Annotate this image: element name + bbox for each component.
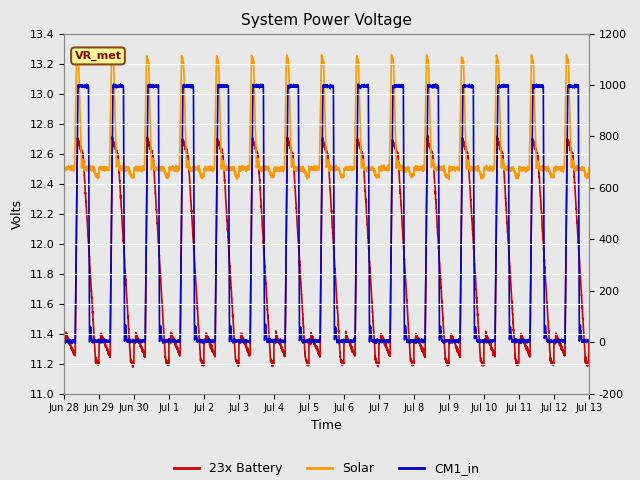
Y-axis label: Volts: Volts [11,199,24,228]
X-axis label: Time: Time [311,419,342,432]
Legend: 23x Battery, Solar, CM1_in: 23x Battery, Solar, CM1_in [169,457,484,480]
Solar [534,159,542,165]
CM1_in [117,81,125,87]
Line: Solar: Solar [64,53,589,180]
CM1_in [557,337,565,343]
CM1_in [123,338,131,344]
CM1_in [561,340,569,346]
23x Battery [261,269,269,275]
Line: CM1_in: CM1_in [64,84,589,343]
Solar [388,55,396,61]
23x Battery [534,156,542,161]
23x Battery [424,133,431,139]
23x Battery [60,336,68,342]
CM1_in [388,118,396,123]
Solar [537,165,545,171]
CM1_in [60,337,68,343]
23x Battery [123,295,131,301]
Solar [261,164,269,169]
Solar [557,166,565,172]
CM1_in [585,338,593,344]
Text: VR_met: VR_met [74,51,122,61]
Solar [60,165,68,170]
CM1_in [534,82,542,87]
Line: 23x Battery: 23x Battery [64,136,589,367]
Title: System Power Voltage: System Power Voltage [241,13,412,28]
Solar [123,167,131,172]
23x Battery [557,344,565,350]
Solar [585,165,593,171]
23x Battery [388,138,396,144]
23x Battery [537,193,545,199]
CM1_in [261,327,269,333]
23x Battery [129,364,136,370]
CM1_in [536,84,544,89]
Solar [108,50,116,56]
23x Battery [585,339,593,345]
Solar [445,177,452,182]
